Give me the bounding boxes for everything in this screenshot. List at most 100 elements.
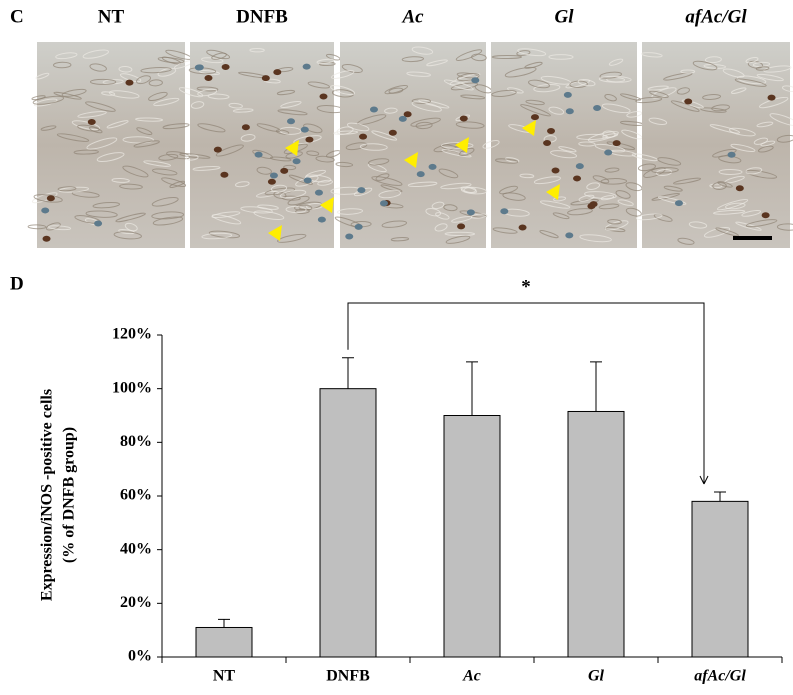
tissue-fiber	[520, 104, 551, 117]
tissue-fiber	[440, 142, 474, 149]
cell-nucleus	[369, 106, 378, 113]
tissue-fiber	[381, 220, 408, 228]
cell-nucleus	[357, 187, 366, 194]
tissue-fiber	[579, 234, 612, 243]
cell-nucleus	[213, 146, 222, 153]
tissue-fiber	[307, 81, 330, 89]
tissue-fiber	[776, 134, 793, 143]
x-tick-label: Gl	[588, 668, 605, 685]
cell-nucleus	[500, 208, 509, 215]
tissue-fiber	[169, 180, 186, 188]
tissue-fiber	[604, 94, 617, 102]
tissue-fiber	[411, 101, 442, 112]
tissue-fiber	[371, 130, 398, 141]
tissue-fiber	[71, 191, 100, 198]
tissue-fiber	[712, 148, 737, 158]
tissue-fiber	[620, 93, 642, 101]
cell-nucleus	[565, 108, 574, 115]
tissue-fiber	[443, 79, 474, 91]
cell-nucleus	[42, 235, 51, 242]
cell-nucleus	[471, 77, 480, 84]
y-tick-label: 0%	[128, 648, 152, 665]
tissue-fiber	[737, 75, 767, 85]
cell-nucleus	[459, 115, 468, 122]
tissue-fiber	[584, 191, 617, 199]
tissue-fiber	[495, 158, 519, 164]
tissue-fiber	[61, 88, 87, 97]
tissue-fiber	[598, 75, 632, 83]
bar	[319, 388, 377, 658]
cell-nucleus	[319, 93, 328, 100]
cell-nucleus	[416, 171, 425, 178]
cell-nucleus	[403, 111, 412, 118]
tissue-fiber	[703, 63, 727, 69]
tissue-fiber	[711, 104, 730, 112]
tissue-fiber	[718, 168, 743, 175]
x-tick-label: NT	[213, 668, 236, 685]
tissue-fiber	[240, 134, 256, 142]
cell-nucleus	[612, 140, 621, 147]
tissue-fiber	[431, 201, 445, 210]
tissue-fiber	[455, 49, 483, 61]
tissue-fiber	[136, 75, 152, 85]
bar	[443, 415, 501, 658]
tissue-fiber	[688, 221, 708, 229]
tissue-fiber	[283, 164, 297, 171]
cell-nucleus	[589, 201, 598, 208]
bar	[195, 626, 253, 658]
tissue-fiber	[411, 46, 434, 55]
tissue-fiber	[53, 91, 82, 100]
tissue-fiber	[285, 206, 307, 214]
tissue-fiber	[119, 183, 143, 190]
tissue-fiber	[657, 157, 682, 166]
tissue-fiber	[528, 79, 550, 89]
tissue-fiber	[702, 94, 722, 100]
cell-nucleus	[354, 223, 363, 230]
tissue-fiber	[533, 84, 561, 93]
tissue-fiber	[240, 206, 273, 214]
tissue-fiber	[303, 123, 323, 134]
tissue-fiber	[85, 210, 118, 218]
tissue-fiber	[151, 196, 179, 207]
tissue-fiber	[782, 85, 793, 93]
arrowhead	[522, 120, 536, 136]
tissue-fiber	[375, 173, 390, 181]
y-axis-label: Expression/iNOS -positive cells	[39, 389, 56, 601]
tissue-fiber	[578, 194, 595, 202]
arrowhead	[546, 184, 560, 200]
tissue-fiber	[77, 124, 100, 132]
tissue-fiber	[601, 103, 631, 114]
cell-nucleus	[345, 233, 354, 240]
tissue-fiber	[157, 56, 185, 64]
tissue-fiber	[524, 61, 543, 69]
tissue-fiber	[57, 186, 77, 192]
tissue-fiber	[653, 213, 673, 222]
cell-nucleus	[87, 119, 96, 126]
image-label: DNFB	[236, 6, 288, 27]
tissue-fiber	[444, 231, 476, 237]
tissue-fiber	[607, 219, 622, 225]
cell-nucleus	[547, 127, 556, 134]
tissue-fiber	[371, 176, 403, 186]
cell-nucleus	[767, 94, 776, 101]
tissue-fiber	[519, 173, 535, 179]
tissue-fiber	[425, 208, 442, 217]
tissue-fiber	[741, 209, 762, 217]
y-tick-label: 20%	[120, 594, 152, 611]
tissue-fiber	[731, 87, 747, 94]
tissue-fiber	[73, 149, 99, 155]
tissue-fiber	[143, 160, 172, 167]
tissue-fiber	[201, 232, 233, 240]
tissue-fiber	[586, 182, 601, 190]
tissue-fiber	[157, 67, 177, 77]
tissue-fiber	[148, 79, 163, 87]
tissue-fiber	[211, 52, 227, 60]
tissue-fiber	[681, 99, 704, 109]
tissue-fiber	[378, 190, 402, 199]
image-label: afAc/Gl	[685, 6, 747, 27]
tissue-fiber	[600, 195, 615, 201]
tissue-fiber	[753, 137, 769, 145]
tissue-fiber	[192, 166, 221, 171]
cell-nucleus	[575, 163, 584, 170]
